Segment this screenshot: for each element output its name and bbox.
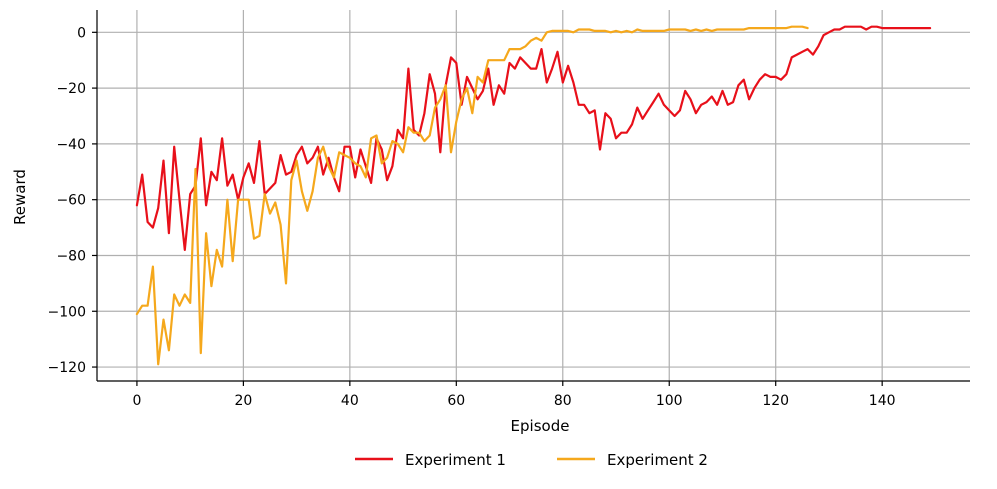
series-layer — [135, 25, 932, 366]
x-tick-label: 80 — [554, 393, 572, 409]
legend-label: Experiment 2 — [607, 451, 708, 469]
x-tick-label: 0 — [132, 393, 141, 409]
y-tick-label: −20 — [56, 81, 86, 97]
legend-label: Experiment 1 — [405, 451, 506, 469]
y-tick-label: −120 — [48, 360, 86, 376]
x-tick-label: 100 — [656, 393, 683, 409]
x-tick-label: 40 — [341, 393, 359, 409]
ticks: 0 20 40 60 80 100 120 140 0 −20 −40 −60 −80 −100 −120 — [48, 25, 896, 409]
legend: Experiment 1 Experiment 2 — [355, 451, 708, 469]
y-tick-label: −60 — [56, 193, 86, 209]
x-tick-label: 20 — [234, 393, 252, 409]
series-line-experiment-2 — [135, 25, 809, 366]
x-tick-label: 60 — [447, 393, 465, 409]
axes — [96, 10, 970, 382]
x-axis-label: Episode — [511, 417, 570, 435]
y-tick-label: 0 — [77, 25, 86, 41]
y-axis-label: Reward — [11, 169, 29, 225]
y-tick-label: −80 — [56, 248, 86, 264]
x-tick-label: 140 — [869, 393, 896, 409]
y-tick-label: −100 — [48, 304, 86, 320]
x-tick-label: 120 — [762, 393, 789, 409]
y-tick-label: −40 — [56, 137, 86, 153]
series-line-experiment-1 — [135, 25, 932, 251]
grid — [97, 10, 970, 381]
